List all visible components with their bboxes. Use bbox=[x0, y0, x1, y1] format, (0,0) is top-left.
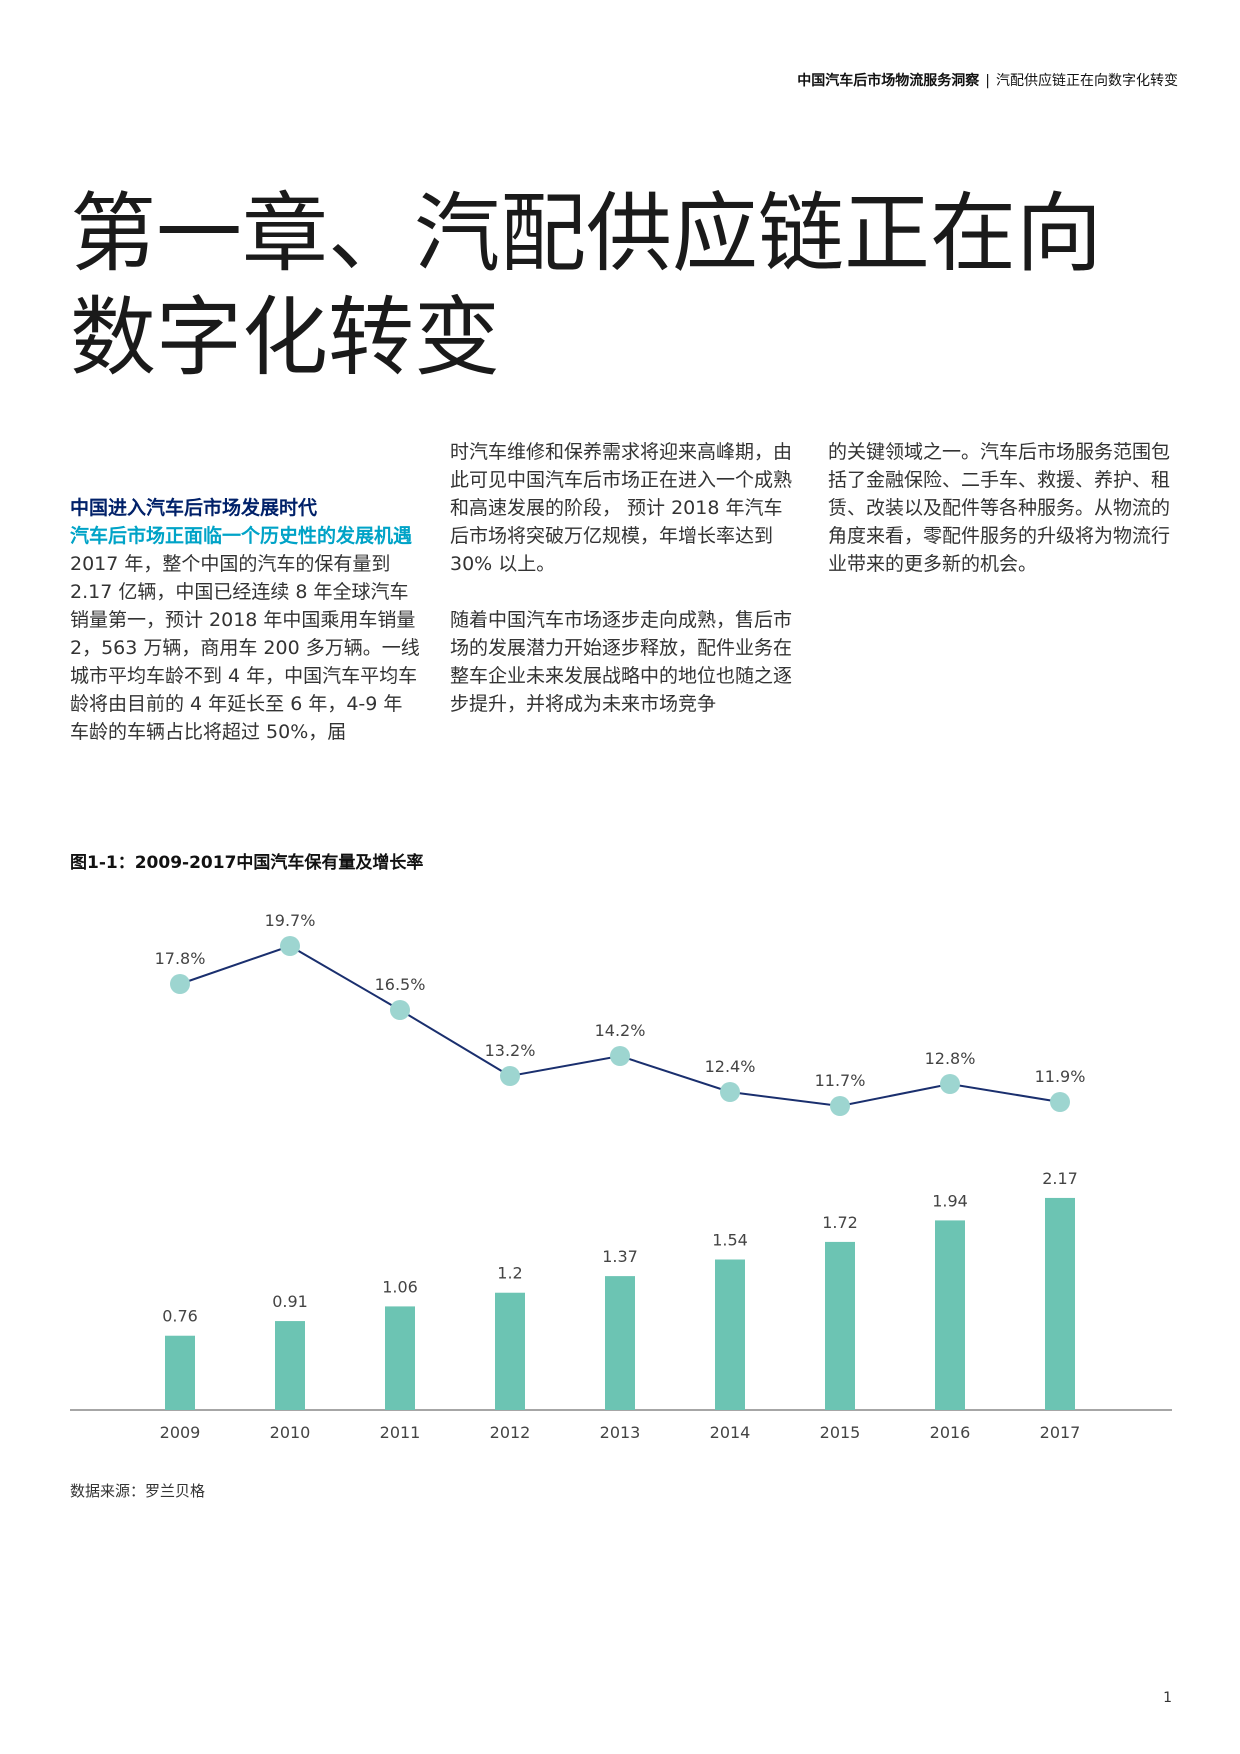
bar-value-label: 1.06 bbox=[382, 1277, 418, 1296]
section-title: 汽配供应链正在向数字化转变 bbox=[996, 73, 1178, 89]
x-tick-label: 2011 bbox=[380, 1423, 421, 1442]
body-paragraph: 2017 年，整个中国的汽车的保有量到 2.17 亿辆，中国已经连续 8 年全球… bbox=[70, 553, 420, 743]
bar bbox=[605, 1276, 635, 1410]
growth-rate-point bbox=[720, 1082, 740, 1102]
x-tick-label: 2013 bbox=[600, 1423, 641, 1442]
vehicle-stock-chart: 0.76 2009 0.91 2010 1.06 2011 1.2 2012 1.37 2013 1… bbox=[70, 911, 1172, 1442]
bar-value-label: 1.94 bbox=[932, 1191, 968, 1210]
bar-value-label: 2.17 bbox=[1042, 1169, 1078, 1188]
growth-rate-label: 12.8% bbox=[925, 1049, 976, 1068]
bar bbox=[825, 1241, 855, 1410]
x-tick-label: 2012 bbox=[490, 1423, 531, 1442]
bar bbox=[385, 1306, 415, 1410]
section-subheading: 汽车后市场正面临一个历史性的发展机遇 bbox=[70, 525, 413, 547]
chapter-title-line1: 第一章、汽配供应链正在向 bbox=[70, 184, 1102, 284]
data-source: 数据来源：罗兰贝格 bbox=[70, 1482, 206, 1500]
growth-rate-label: 17.8% bbox=[155, 949, 206, 968]
growth-rate-label: 11.9% bbox=[1035, 1067, 1086, 1086]
text-column-2: 时汽车维修和保养需求将迎来高峰期，由此可见中国汽车后市场正在进入一个成熟和高速发… bbox=[450, 438, 800, 718]
x-tick-label: 2009 bbox=[160, 1423, 201, 1442]
text-column-1: 中国进入汽车后市场发展时代 汽车后市场正面临一个历史性的发展机遇 2017 年，… bbox=[70, 494, 420, 746]
page-number: 1 bbox=[1163, 1690, 1172, 1706]
bar-value-label: 1.72 bbox=[822, 1213, 858, 1232]
bar-value-label: 1.54 bbox=[712, 1231, 748, 1250]
bar bbox=[275, 1321, 305, 1410]
x-tick-label: 2010 bbox=[270, 1423, 311, 1442]
bar-value-label: 0.76 bbox=[162, 1307, 198, 1326]
body-paragraph: 时汽车维修和保养需求将迎来高峰期，由此可见中国汽车后市场正在进入一个成熟和高速发… bbox=[450, 441, 793, 575]
growth-rate-label: 19.7% bbox=[265, 911, 316, 930]
running-header: 中国汽车后市场物流服务洞察 | 汽配供应链正在向数字化转变 bbox=[797, 70, 1178, 90]
growth-rate-point bbox=[830, 1096, 850, 1116]
growth-rate-label: 14.2% bbox=[595, 1021, 646, 1040]
bar bbox=[165, 1335, 195, 1410]
growth-rate-label: 13.2% bbox=[485, 1041, 536, 1060]
x-tick-label: 2017 bbox=[1040, 1423, 1081, 1442]
growth-rate-point bbox=[500, 1066, 520, 1086]
growth-rate-point bbox=[610, 1046, 630, 1066]
bar bbox=[1045, 1197, 1075, 1410]
x-tick-label: 2016 bbox=[930, 1423, 971, 1442]
growth-rate-point bbox=[1050, 1092, 1070, 1112]
growth-rate-label: 11.7% bbox=[815, 1071, 866, 1090]
growth-rate-point bbox=[390, 1000, 410, 1020]
header-separator: | bbox=[985, 73, 990, 89]
section-heading: 中国进入汽车后市场发展时代 bbox=[70, 497, 318, 519]
chapter-title-line2: 数字化转变 bbox=[70, 288, 500, 388]
growth-rate-label: 12.4% bbox=[705, 1057, 756, 1076]
bar-value-label: 0.91 bbox=[272, 1292, 308, 1311]
chapter-title: 第一章、汽配供应链正在向 数字化转变 bbox=[70, 182, 1170, 390]
text-column-3: 的关键领域之一。汽车后市场服务范围包括了金融保险、二手车、救援、养护、租赁、改装… bbox=[828, 438, 1178, 578]
report-title: 中国汽车后市场物流服务洞察 bbox=[797, 73, 980, 89]
bar bbox=[495, 1292, 525, 1410]
growth-rate-point bbox=[280, 936, 300, 956]
x-tick-label: 2014 bbox=[710, 1423, 751, 1442]
bar bbox=[715, 1259, 745, 1410]
growth-rate-point bbox=[940, 1074, 960, 1094]
bar bbox=[935, 1220, 965, 1410]
growth-rate-label: 16.5% bbox=[375, 975, 426, 994]
body-paragraph: 的关键领域之一。汽车后市场服务范围包括了金融保险、二手车、救援、养护、租赁、改装… bbox=[828, 441, 1171, 575]
body-paragraph: 随着中国汽车市场逐步走向成熟，售后市场的发展潜力开始逐步释放，配件业务在整车企业… bbox=[450, 609, 793, 715]
figure-caption: 图1-1：2009-2017中国汽车保有量及增长率 bbox=[70, 853, 424, 873]
bar-value-label: 1.2 bbox=[497, 1264, 522, 1283]
x-tick-label: 2015 bbox=[820, 1423, 861, 1442]
growth-rate-point bbox=[170, 974, 190, 994]
bar-value-label: 1.37 bbox=[602, 1247, 638, 1266]
